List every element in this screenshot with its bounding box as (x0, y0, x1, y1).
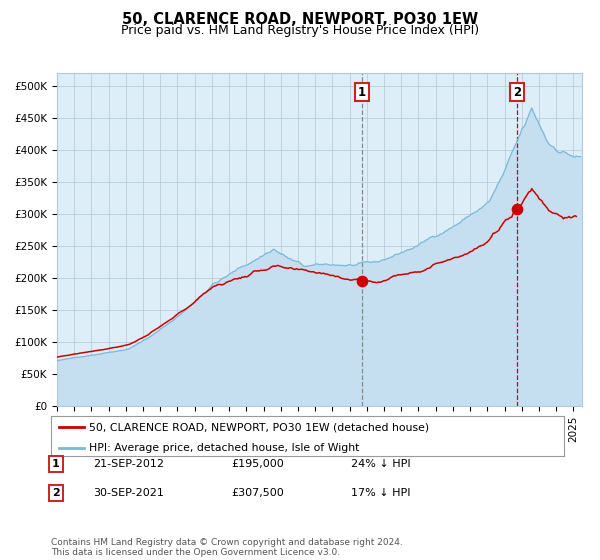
Text: £307,500: £307,500 (231, 488, 284, 498)
Text: 50, CLARENCE ROAD, NEWPORT, PO30 1EW (detached house): 50, CLARENCE ROAD, NEWPORT, PO30 1EW (de… (89, 422, 430, 432)
Text: 17% ↓ HPI: 17% ↓ HPI (351, 488, 410, 498)
Text: Price paid vs. HM Land Registry's House Price Index (HPI): Price paid vs. HM Land Registry's House … (121, 24, 479, 36)
Text: 2: 2 (52, 488, 59, 498)
Text: 2: 2 (514, 86, 521, 99)
Text: 30-SEP-2021: 30-SEP-2021 (93, 488, 164, 498)
Text: Contains HM Land Registry data © Crown copyright and database right 2024.
This d: Contains HM Land Registry data © Crown c… (51, 538, 403, 557)
Text: HPI: Average price, detached house, Isle of Wight: HPI: Average price, detached house, Isle… (89, 442, 360, 452)
Text: 50, CLARENCE ROAD, NEWPORT, PO30 1EW: 50, CLARENCE ROAD, NEWPORT, PO30 1EW (122, 12, 478, 27)
Text: 24% ↓ HPI: 24% ↓ HPI (351, 459, 410, 469)
Text: 1: 1 (52, 459, 59, 469)
Point (512, 204, 522, 213)
Text: 1: 1 (358, 86, 366, 99)
Text: 21-SEP-2012: 21-SEP-2012 (93, 459, 164, 469)
Text: £195,000: £195,000 (231, 459, 284, 469)
Point (357, 277, 367, 286)
